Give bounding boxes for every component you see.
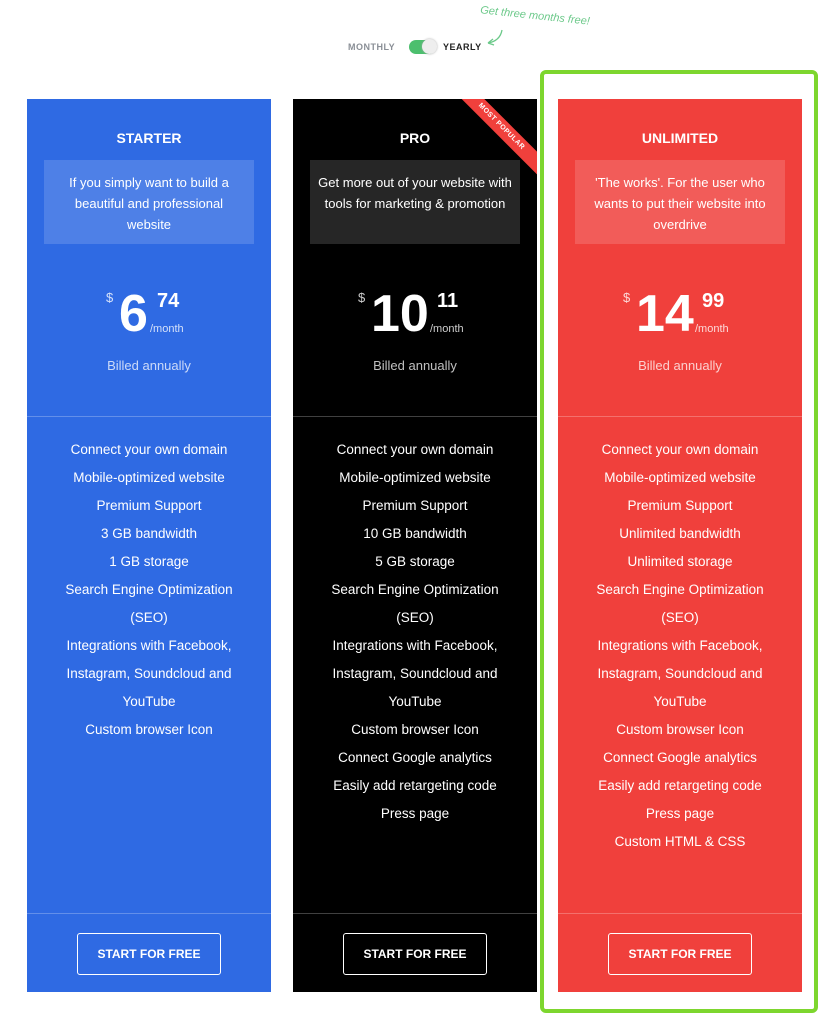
feature-item: Mobile-optimized website xyxy=(339,470,491,485)
feature-item: Search Engine Optimization (SEO) xyxy=(65,582,233,625)
price-cents: 11 xyxy=(437,290,459,312)
feature-item: Press page xyxy=(645,806,715,821)
plan-card-pro: MOST POPULAR PRO Get more out of your web… xyxy=(293,99,537,992)
plan-card-unlimited: UNLIMITED 'The works'. For the user who … xyxy=(558,99,802,992)
feature-item: Integrations with Facebook, Instagram, S… xyxy=(66,638,232,709)
divider xyxy=(558,416,802,417)
start-for-free-button[interactable]: START FOR FREE xyxy=(608,933,752,975)
price-dollars: 14 xyxy=(636,285,694,343)
divider xyxy=(293,913,537,914)
divider xyxy=(293,416,537,417)
price-dollars: 6 xyxy=(119,285,148,343)
plan-title: PRO xyxy=(399,130,431,146)
divider xyxy=(558,913,802,914)
plan-price: $ 14 99 /month xyxy=(558,284,802,364)
feature-item: Custom browser Icon xyxy=(351,722,479,737)
start-for-free-button[interactable]: START FOR FREE xyxy=(77,933,221,975)
plan-description: 'The works'. For the user who wants to p… xyxy=(575,160,785,244)
promo-text: Get three months free! xyxy=(479,4,591,28)
feature-item: Unlimited storage xyxy=(627,554,733,569)
price-period: /month xyxy=(430,323,464,335)
billing-note: Billed annually xyxy=(373,358,457,373)
plan-description: If you simply want to build a beautiful … xyxy=(44,160,254,244)
feature-item: Premium Support xyxy=(362,498,468,513)
feature-item: Search Engine Optimization (SEO) xyxy=(331,582,499,625)
feature-item: Unlimited bandwidth xyxy=(619,526,741,541)
plan-title: STARTER xyxy=(116,130,182,146)
feature-list: Connect your own domain Mobile-optimized … xyxy=(27,436,271,744)
feature-item: 10 GB bandwidth xyxy=(363,526,467,541)
feature-item: Connect your own domain xyxy=(70,442,228,457)
feature-item: Easily add retargeting code xyxy=(333,778,497,793)
feature-item: Integrations with Facebook, Instagram, S… xyxy=(332,638,498,709)
feature-item: Custom browser Icon xyxy=(616,722,744,737)
switch-knob xyxy=(422,39,437,54)
feature-item: Connect your own domain xyxy=(601,442,759,457)
price-cents: 99 xyxy=(702,290,725,312)
plan-title: UNLIMITED xyxy=(641,130,719,146)
feature-item: Connect Google analytics xyxy=(338,750,492,765)
feature-item: Custom browser Icon xyxy=(85,722,213,737)
billing-note: Billed annually xyxy=(638,358,722,373)
plan-card-starter: STARTER If you simply want to build a be… xyxy=(27,99,271,992)
feature-list: Connect your own domain Mobile-optimized … xyxy=(293,436,537,828)
feature-item: Connect your own domain xyxy=(336,442,494,457)
currency-symbol: $ xyxy=(358,290,366,305)
billing-note: Billed annually xyxy=(107,358,191,373)
divider xyxy=(27,913,271,914)
feature-item: Integrations with Facebook, Instagram, S… xyxy=(597,638,763,709)
currency-symbol: $ xyxy=(106,290,114,305)
billing-toggle: MONTHLY YEARLY xyxy=(0,36,835,58)
feature-item: Mobile-optimized website xyxy=(73,470,225,485)
plan-description: Get more out of your website with tools … xyxy=(310,160,520,244)
divider xyxy=(27,416,271,417)
feature-item: Press page xyxy=(380,806,450,821)
currency-symbol: $ xyxy=(623,290,631,305)
monthly-label[interactable]: MONTHLY xyxy=(348,42,396,52)
billing-switch[interactable] xyxy=(409,39,437,54)
price-period: /month xyxy=(695,323,729,335)
highlight-frame xyxy=(540,70,818,1013)
feature-item: Search Engine Optimization (SEO) xyxy=(596,582,764,625)
start-for-free-button[interactable]: START FOR FREE xyxy=(343,933,487,975)
price-period: /month xyxy=(150,323,184,335)
feature-item: Custom HTML & CSS xyxy=(614,834,746,849)
plan-price: $ 10 11 /month xyxy=(293,284,537,364)
feature-item: 5 GB storage xyxy=(375,554,455,569)
feature-item: Premium Support xyxy=(627,498,733,513)
yearly-label[interactable]: YEARLY xyxy=(443,42,482,52)
price-dollars: 10 xyxy=(371,285,429,343)
feature-item: Easily add retargeting code xyxy=(598,778,762,793)
feature-item: Premium Support xyxy=(96,498,202,513)
curved-arrow-icon xyxy=(487,29,503,46)
plan-price: $ 6 74 /month xyxy=(27,284,271,364)
feature-item: Mobile-optimized website xyxy=(604,470,756,485)
feature-list: Connect your own domain Mobile-optimized … xyxy=(558,436,802,856)
price-cents: 74 xyxy=(157,290,180,312)
feature-item: Connect Google analytics xyxy=(603,750,757,765)
feature-item: 3 GB bandwidth xyxy=(100,526,198,541)
feature-item: 1 GB storage xyxy=(109,554,189,569)
